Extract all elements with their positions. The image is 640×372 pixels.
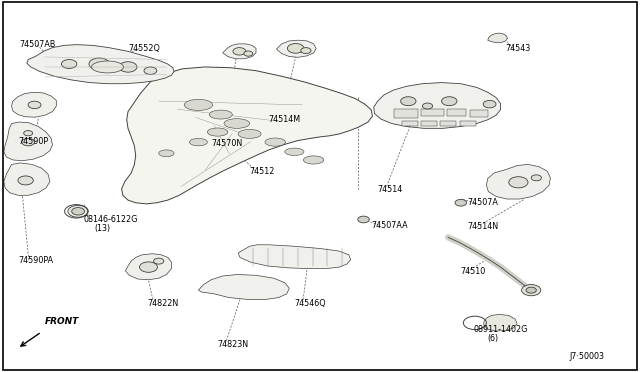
Polygon shape — [27, 45, 174, 84]
Bar — [440, 121, 456, 126]
Text: 74543: 74543 — [506, 44, 531, 53]
Bar — [447, 109, 466, 116]
Polygon shape — [122, 67, 372, 204]
Circle shape — [119, 62, 137, 72]
Ellipse shape — [189, 138, 207, 146]
Polygon shape — [486, 164, 550, 199]
Text: 74590P: 74590P — [18, 137, 48, 146]
Text: (6): (6) — [488, 334, 499, 343]
Text: 74507A: 74507A — [467, 198, 498, 207]
Text: 74514: 74514 — [378, 185, 403, 194]
Ellipse shape — [303, 156, 324, 164]
Text: 74507AA: 74507AA — [371, 221, 408, 230]
Circle shape — [244, 51, 253, 56]
Polygon shape — [484, 314, 517, 331]
Ellipse shape — [265, 138, 285, 146]
Circle shape — [442, 97, 457, 106]
Text: 74552Q: 74552Q — [128, 44, 160, 53]
Ellipse shape — [207, 128, 228, 136]
Polygon shape — [4, 163, 50, 195]
Text: 74590PA: 74590PA — [18, 256, 53, 265]
Polygon shape — [125, 254, 172, 280]
Circle shape — [68, 205, 88, 217]
Text: 74823N: 74823N — [218, 340, 249, 349]
Bar — [402, 121, 418, 126]
Polygon shape — [276, 40, 316, 57]
Bar — [421, 109, 444, 116]
Circle shape — [140, 262, 157, 272]
Polygon shape — [4, 122, 52, 161]
Text: 74546Q: 74546Q — [294, 299, 326, 308]
Text: J7·50003: J7·50003 — [570, 352, 605, 361]
Circle shape — [401, 97, 416, 106]
Ellipse shape — [92, 61, 124, 73]
Ellipse shape — [238, 129, 261, 138]
Bar — [460, 121, 476, 126]
Ellipse shape — [184, 99, 212, 110]
Polygon shape — [374, 83, 500, 128]
Circle shape — [301, 48, 311, 54]
Text: 74512: 74512 — [250, 167, 275, 176]
Ellipse shape — [224, 119, 250, 128]
Circle shape — [422, 103, 433, 109]
Polygon shape — [238, 245, 351, 269]
Circle shape — [144, 67, 157, 74]
Circle shape — [18, 176, 33, 185]
Bar — [394, 109, 418, 118]
Text: 74514M: 74514M — [269, 115, 301, 124]
Text: 74822N: 74822N — [147, 299, 179, 308]
Circle shape — [358, 216, 369, 223]
Circle shape — [509, 177, 528, 188]
Text: FRONT: FRONT — [45, 317, 79, 326]
Circle shape — [531, 175, 541, 181]
Bar — [470, 110, 488, 117]
Polygon shape — [488, 33, 508, 43]
Polygon shape — [223, 44, 256, 59]
Circle shape — [455, 199, 467, 206]
Text: 74514N: 74514N — [467, 222, 499, 231]
Circle shape — [24, 131, 33, 136]
Circle shape — [522, 285, 541, 296]
Circle shape — [526, 287, 536, 293]
Text: 74507AB: 74507AB — [19, 40, 56, 49]
Circle shape — [61, 60, 77, 68]
Circle shape — [287, 44, 304, 53]
Text: 74510: 74510 — [461, 267, 486, 276]
Text: 08146-6122G: 08146-6122G — [83, 215, 138, 224]
Polygon shape — [198, 275, 289, 299]
Circle shape — [154, 258, 164, 264]
Ellipse shape — [209, 110, 232, 119]
Text: 08911-1402G: 08911-1402G — [474, 325, 528, 334]
Text: 74570N: 74570N — [211, 139, 243, 148]
Circle shape — [89, 58, 109, 70]
Circle shape — [233, 48, 246, 55]
Ellipse shape — [159, 150, 174, 157]
Text: (13): (13) — [95, 224, 111, 233]
Circle shape — [28, 101, 41, 109]
Ellipse shape — [285, 148, 304, 155]
Bar — [421, 121, 437, 126]
Circle shape — [22, 138, 35, 146]
Circle shape — [483, 100, 496, 108]
Polygon shape — [12, 92, 56, 117]
Circle shape — [72, 208, 84, 215]
